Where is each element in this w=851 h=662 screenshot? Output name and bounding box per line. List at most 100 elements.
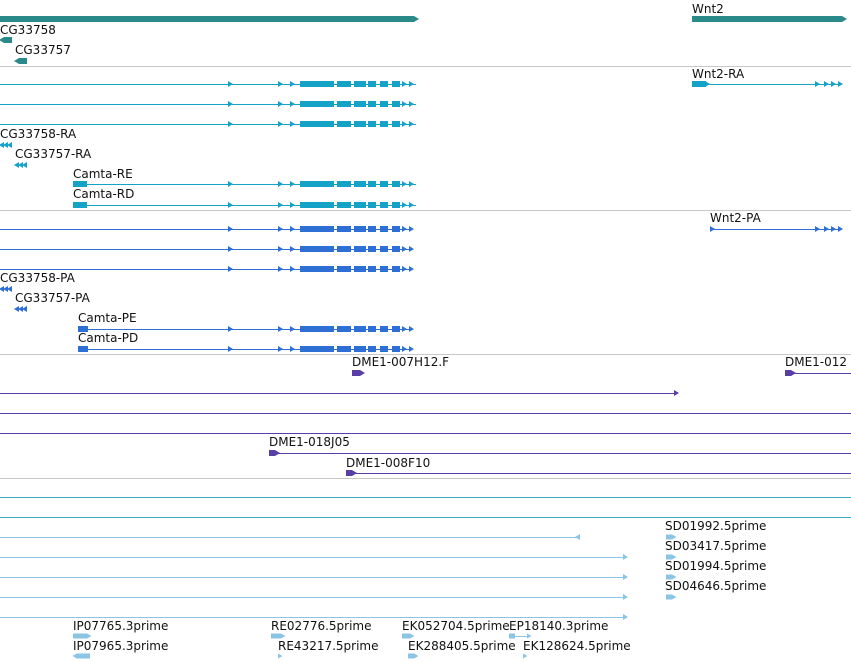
est-ip07965-arrow (72, 653, 77, 659)
camta-pd-first-exon (78, 346, 88, 352)
camta-pd-exon-arrow-1 (278, 346, 283, 352)
protein-row-1-exon-1 (337, 226, 351, 232)
est-re43217-arrow (278, 653, 283, 659)
protein-row-1-end-arrow-1 (409, 226, 414, 232)
clone-dme1-007h12-box (352, 370, 360, 376)
protein-row-3-end-arrow-0 (402, 266, 407, 272)
protein-row-3-exon-5 (392, 266, 400, 272)
clone-label-dme1-012[interactable]: DME1-012 (785, 355, 848, 369)
clone-label-dme1-007h12[interactable]: DME1-007H12.F (352, 355, 450, 369)
est-ek288405-arrow (414, 653, 419, 659)
transcript-row-3-exon-5 (392, 121, 400, 127)
protein-label-wnt2-pa[interactable]: Wnt2-PA (710, 211, 761, 225)
transcript-label-cg33758-ra[interactable]: CG33758-RA (0, 127, 77, 141)
gene-arrow-cg33757 (14, 58, 19, 64)
transcript-row-1-exon-arrow-1 (278, 81, 283, 87)
protein-label-cg33757-pa[interactable]: CG33757-PA (15, 291, 90, 305)
cg33757-pa-arrow-1 (18, 306, 23, 312)
est-ip07765-box (73, 633, 87, 639)
protein-row-1-exon-arrow-0 (228, 226, 233, 232)
gene-bar-camta (0, 16, 414, 22)
protein-row-3-exon-0 (300, 266, 334, 272)
transcript-row-3-exon-0 (300, 121, 334, 127)
protein-row-3-exon-arrow-2 (290, 266, 295, 272)
clone-label-dme1-018j05[interactable]: DME1-018J05 (269, 435, 350, 449)
est-label-sd01992[interactable]: SD01992.5prime (665, 519, 767, 533)
transcript-label-camta-rd[interactable]: Camta-RD (73, 187, 135, 201)
transcript-row-1-exon-5 (392, 81, 400, 87)
protein-label-cg33758-pa[interactable]: CG33758-PA (0, 271, 75, 285)
est-label-re02776[interactable]: RE02776.5prime (271, 619, 372, 633)
protein-row-3-exon-arrow-0 (228, 266, 233, 272)
est-re02776-box (271, 633, 281, 639)
cg33758-ra-arrow-0 (0, 142, 4, 148)
protein-row-3-exon-4 (380, 266, 388, 272)
gene-label-wnt2[interactable]: Wnt2 (692, 2, 724, 16)
camta-re-exon-arrow-0 (228, 181, 233, 187)
protein-label-camta-pd[interactable]: Camta-PD (78, 331, 139, 345)
protein-label-camta-pe[interactable]: Camta-PE (78, 311, 137, 325)
camta-pe-end-arrow-1 (409, 326, 414, 332)
est-label-ek128624[interactable]: EK128624.5prime (523, 639, 631, 653)
cg33758-pa-arrow-2 (7, 286, 12, 292)
transcript-label-camta-re[interactable]: Camta-RE (73, 167, 133, 181)
protein-row-2-exon-arrow-2 (290, 246, 295, 252)
protein-row-3-exon-2 (354, 266, 366, 272)
protein-row-2-exon-5 (392, 246, 400, 252)
wnt2-ra-end-arrow-0 (815, 81, 820, 87)
camta-pe-exon-0 (300, 326, 334, 332)
transcript-row-2-exon-arrow-0 (228, 101, 233, 107)
est-line-1-arrow (575, 534, 580, 540)
est-line-3-arrow (623, 574, 628, 580)
transcript-row-2-exon-5 (392, 101, 400, 107)
est-sd-arrow-0 (672, 534, 677, 540)
transcript-row-3-exon-arrow-2 (290, 121, 295, 127)
est-label-sd03417[interactable]: SD03417.5prime (665, 539, 767, 553)
protein-row-2-exon-3 (368, 246, 376, 252)
camta-re-exon-0 (300, 181, 334, 187)
protein-row-2-exon-arrow-1 (278, 246, 283, 252)
protein-row-1-exon-4 (380, 226, 388, 232)
protein-row-2-end-arrow-1 (409, 246, 414, 252)
gene-label-cg33757[interactable]: CG33757 (15, 43, 71, 57)
transcript-row-3-exon-1 (337, 121, 351, 127)
gene-arrow-cg33758 (0, 37, 4, 43)
camta-pe-exon-3 (368, 326, 376, 332)
clone-label-dme1-008f10[interactable]: DME1-008F10 (346, 456, 431, 470)
camta-pe-exon-5 (392, 326, 400, 332)
est-label-ep18140[interactable]: EP18140.3prime (509, 619, 609, 633)
transcript-row-2-exon-3 (368, 101, 376, 107)
wnt2-pa-end-arrow-1 (824, 226, 829, 232)
camta-pd-exon-arrow-0 (228, 346, 233, 352)
est-label-sd01994[interactable]: SD01994.5prime (665, 559, 767, 573)
est-label-ek288405[interactable]: EK288405.5prime (408, 639, 516, 653)
camta-rd-first-exon (73, 202, 87, 208)
est-sd-arrow-2 (672, 574, 677, 580)
est-label-sd04646[interactable]: SD04646.5prime (665, 579, 767, 593)
transcript-row-1-exon-arrow-2 (290, 81, 295, 87)
est-label-ip07765[interactable]: IP07765.3prime (73, 619, 169, 633)
cg33758-ra-arrow-2 (7, 142, 12, 148)
transcript-label-cg33757-ra[interactable]: CG33757-RA (15, 147, 92, 161)
camta-rd-exon-5 (392, 202, 400, 208)
gene-label-cg33758[interactable]: CG33758 (0, 23, 56, 37)
transcript-row-1-exon-0 (300, 81, 334, 87)
camta-pd-end-arrow-0 (402, 346, 407, 352)
est-label-ek052704[interactable]: EK052704.5prime (402, 619, 510, 633)
est-sd-box-3 (666, 594, 672, 600)
transcript-row-1-exon-4 (380, 81, 388, 87)
est-sd-box-0 (666, 534, 672, 540)
protein-row-2-exon-1 (337, 246, 351, 252)
wnt2-pa-end-arrow-3 (838, 226, 843, 232)
transcript-row-2-exon-1 (337, 101, 351, 107)
est-label-ip07965[interactable]: IP07965.3prime (73, 639, 169, 653)
cg33757-ra-arrow-0 (14, 162, 19, 168)
camta-rd-exon-arrow-0 (228, 202, 233, 208)
camta-rd-exon-arrow-2 (290, 202, 295, 208)
est-label-re43217[interactable]: RE43217.5prime (278, 639, 379, 653)
est-ek128624-arrow (523, 653, 528, 659)
transcript-label-wnt2-ra[interactable]: Wnt2-RA (692, 67, 745, 81)
camta-re-end-arrow-1 (409, 181, 414, 187)
